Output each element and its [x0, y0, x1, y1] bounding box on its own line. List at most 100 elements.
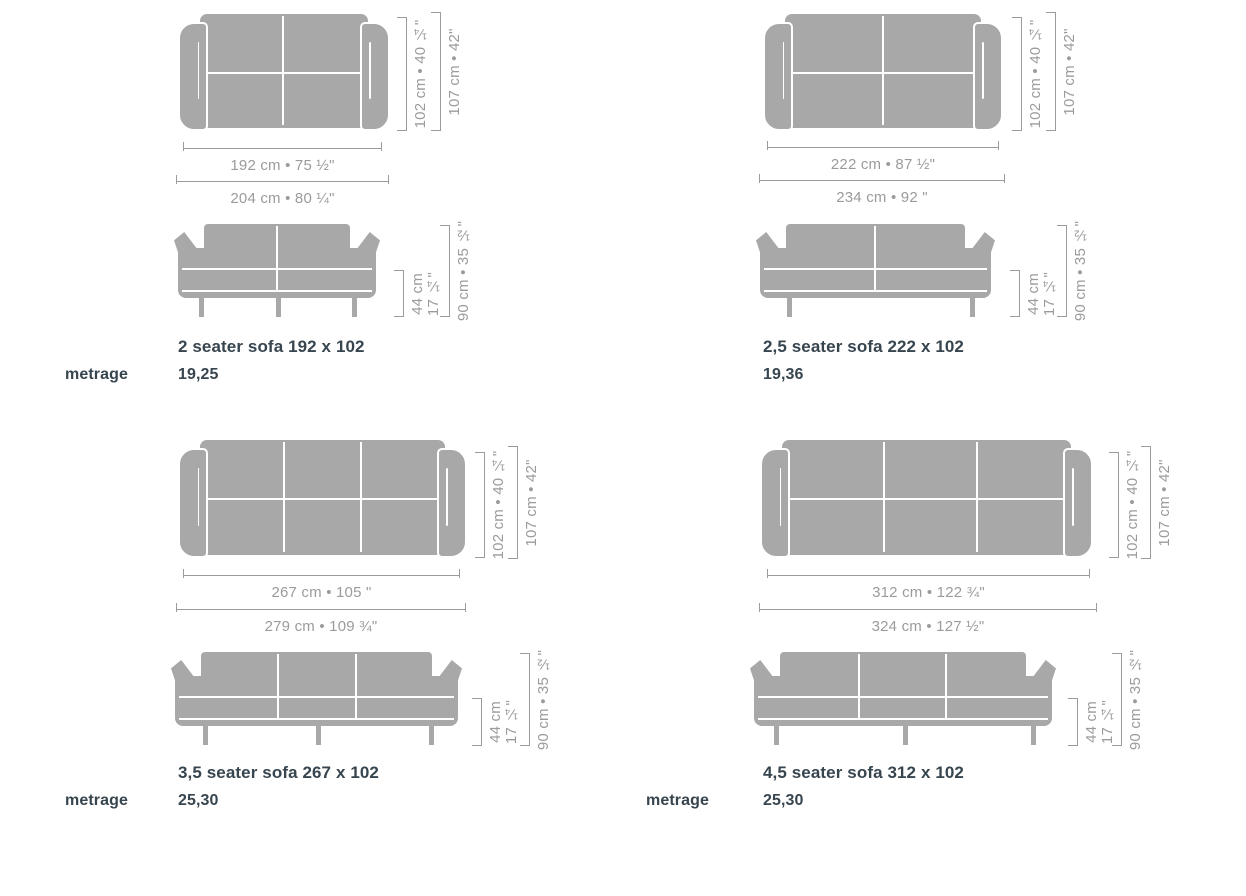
- dim-seat-height: 44 cm 17 ¼": [472, 698, 520, 746]
- sofa-leg: [774, 726, 779, 745]
- dim-outer-width: 234 cm • 92 ": [759, 174, 1005, 206]
- metrage-label: metrage: [65, 792, 128, 809]
- sofa-arm-right: [1063, 448, 1093, 558]
- sofa-arm-right: [973, 22, 1003, 131]
- sofa-body: [782, 440, 1071, 555]
- dimension-line: [183, 142, 382, 151]
- dim-outer-width-label: 204 cm • 80 ¼": [230, 190, 335, 207]
- dim-outer-width: 324 cm • 127 ½": [759, 603, 1097, 635]
- dim-total-height-label: 90 cm • 35 ½": [455, 220, 472, 322]
- dim-seat-height-cm: 44 cm: [487, 701, 504, 743]
- dim-total-depth: 107 cm • 42": [508, 446, 540, 559]
- sofa-leg: [199, 298, 204, 317]
- sofa-top-view: [760, 440, 1093, 558]
- seam-line: [782, 42, 784, 99]
- dimension-line: [183, 569, 460, 578]
- seam-line: [355, 654, 357, 718]
- sofa-leg: [352, 298, 357, 317]
- seam-line: [197, 42, 199, 99]
- dim-depth-label: 102 cm • 40 ¼": [1124, 450, 1141, 560]
- dimension-line: [1109, 452, 1119, 558]
- dim-seat-height-cm: 44 cm: [1083, 701, 1100, 743]
- dim-depth: 102 cm • 40 ¼": [1109, 451, 1141, 559]
- sofa-front-view: [756, 222, 995, 318]
- dimension-line: [1112, 653, 1122, 746]
- dimension-line: [440, 225, 450, 317]
- seam-line: [179, 696, 454, 698]
- dim-total-depth-label: 107 cm • 42": [1156, 458, 1173, 547]
- dim-total-depth-label: 107 cm • 42": [523, 458, 540, 547]
- seam-line: [779, 468, 781, 526]
- dim-outer-width-label: 234 cm • 92 ": [836, 189, 928, 206]
- dimension-line: [1012, 17, 1022, 131]
- sofa-leg: [276, 298, 281, 317]
- seam-line: [982, 42, 984, 99]
- dim-inner-width-label: 192 cm • 75 ½": [230, 157, 335, 174]
- dimension-line: [759, 174, 1005, 183]
- dim-outer-width-label: 279 cm • 109 ¾": [264, 618, 378, 635]
- dim-depth: 102 cm • 40 ¼": [1012, 17, 1044, 131]
- dim-inner-width: 222 cm • 87 ½": [767, 141, 999, 173]
- dim-outer-width-label: 324 cm • 127 ½": [871, 618, 985, 635]
- seam-line: [1072, 468, 1074, 526]
- metrage-label: metrage: [65, 366, 128, 383]
- product-name: 2,5 seater sofa 222 x 102: [763, 337, 964, 356]
- dimension-line: [397, 17, 407, 131]
- dimension-line: [508, 446, 518, 559]
- product-name: 3,5 seater sofa 267 x 102: [178, 763, 379, 782]
- dim-inner-width: 192 cm • 75 ½": [183, 142, 382, 174]
- seam-line: [874, 226, 876, 290]
- dim-total-height: 90 cm • 35 ½": [440, 221, 472, 321]
- dim-depth-label: 102 cm • 40 ¼": [412, 19, 429, 129]
- sofa-leg: [316, 726, 321, 745]
- sofa-front-view: [750, 650, 1056, 746]
- dim-total-height-label: 90 cm • 35 ½": [1072, 220, 1089, 322]
- dim-seat-height-cm: 44 cm: [409, 272, 426, 315]
- dim-inner-width: 267 cm • 105 ": [183, 569, 460, 601]
- metrage-value: 25,30: [763, 792, 804, 809]
- dim-seat-height: 44 cm 17 ¼": [1068, 698, 1116, 746]
- dim-inner-width-label: 312 cm • 122 ¾": [872, 584, 985, 601]
- product-name: 4,5 seater sofa 312 x 102: [763, 763, 964, 782]
- sofa-leg: [787, 298, 792, 317]
- sofa-top-view: [178, 440, 467, 558]
- metrage-label: metrage: [646, 792, 709, 809]
- dim-total-depth: 107 cm • 42": [1141, 446, 1173, 559]
- seam-line: [764, 290, 987, 292]
- dimension-line: [1046, 12, 1056, 131]
- dimension-line: [472, 698, 482, 746]
- sofa-leg: [970, 298, 975, 317]
- dimension-line: [520, 653, 530, 746]
- sofa-front-view: [171, 650, 462, 746]
- dim-seat-height-in: 17 ¼": [1099, 699, 1116, 745]
- dimension-line: [176, 603, 466, 612]
- product-name: 2 seater sofa 192 x 102: [178, 337, 365, 356]
- seam-line: [882, 16, 884, 125]
- seam-line: [276, 226, 278, 290]
- sofa-body: [200, 440, 445, 555]
- dim-depth-label: 102 cm • 40 ¼": [1027, 19, 1044, 129]
- sofa-body: [200, 14, 368, 128]
- dim-inner-width-label: 267 cm • 105 ": [271, 584, 372, 601]
- seam-line: [758, 718, 1048, 720]
- dimension-line: [1141, 446, 1151, 559]
- sofa-arm-left: [178, 22, 208, 131]
- sofa-body: [175, 676, 458, 726]
- sofa-leg: [429, 726, 434, 745]
- dim-total-depth: 107 cm • 42": [431, 12, 463, 131]
- sofa-arm-left: [760, 448, 790, 558]
- seam-line: [784, 498, 1069, 500]
- seam-line: [945, 654, 947, 718]
- dim-total-height-label: 90 cm • 35 ½": [535, 649, 552, 750]
- dim-inner-width-label: 222 cm • 87 ½": [830, 156, 936, 173]
- dim-total-depth-label: 107 cm • 42": [446, 27, 463, 116]
- dimension-line: [431, 12, 441, 131]
- sofa-arm-left: [763, 22, 793, 131]
- seam-line: [858, 654, 860, 718]
- sofa-front-view: [174, 222, 380, 318]
- sofa-leg: [903, 726, 908, 745]
- sofa-leg: [1031, 726, 1036, 745]
- seam-line: [758, 696, 1048, 698]
- sofa-arm-left: [178, 448, 208, 558]
